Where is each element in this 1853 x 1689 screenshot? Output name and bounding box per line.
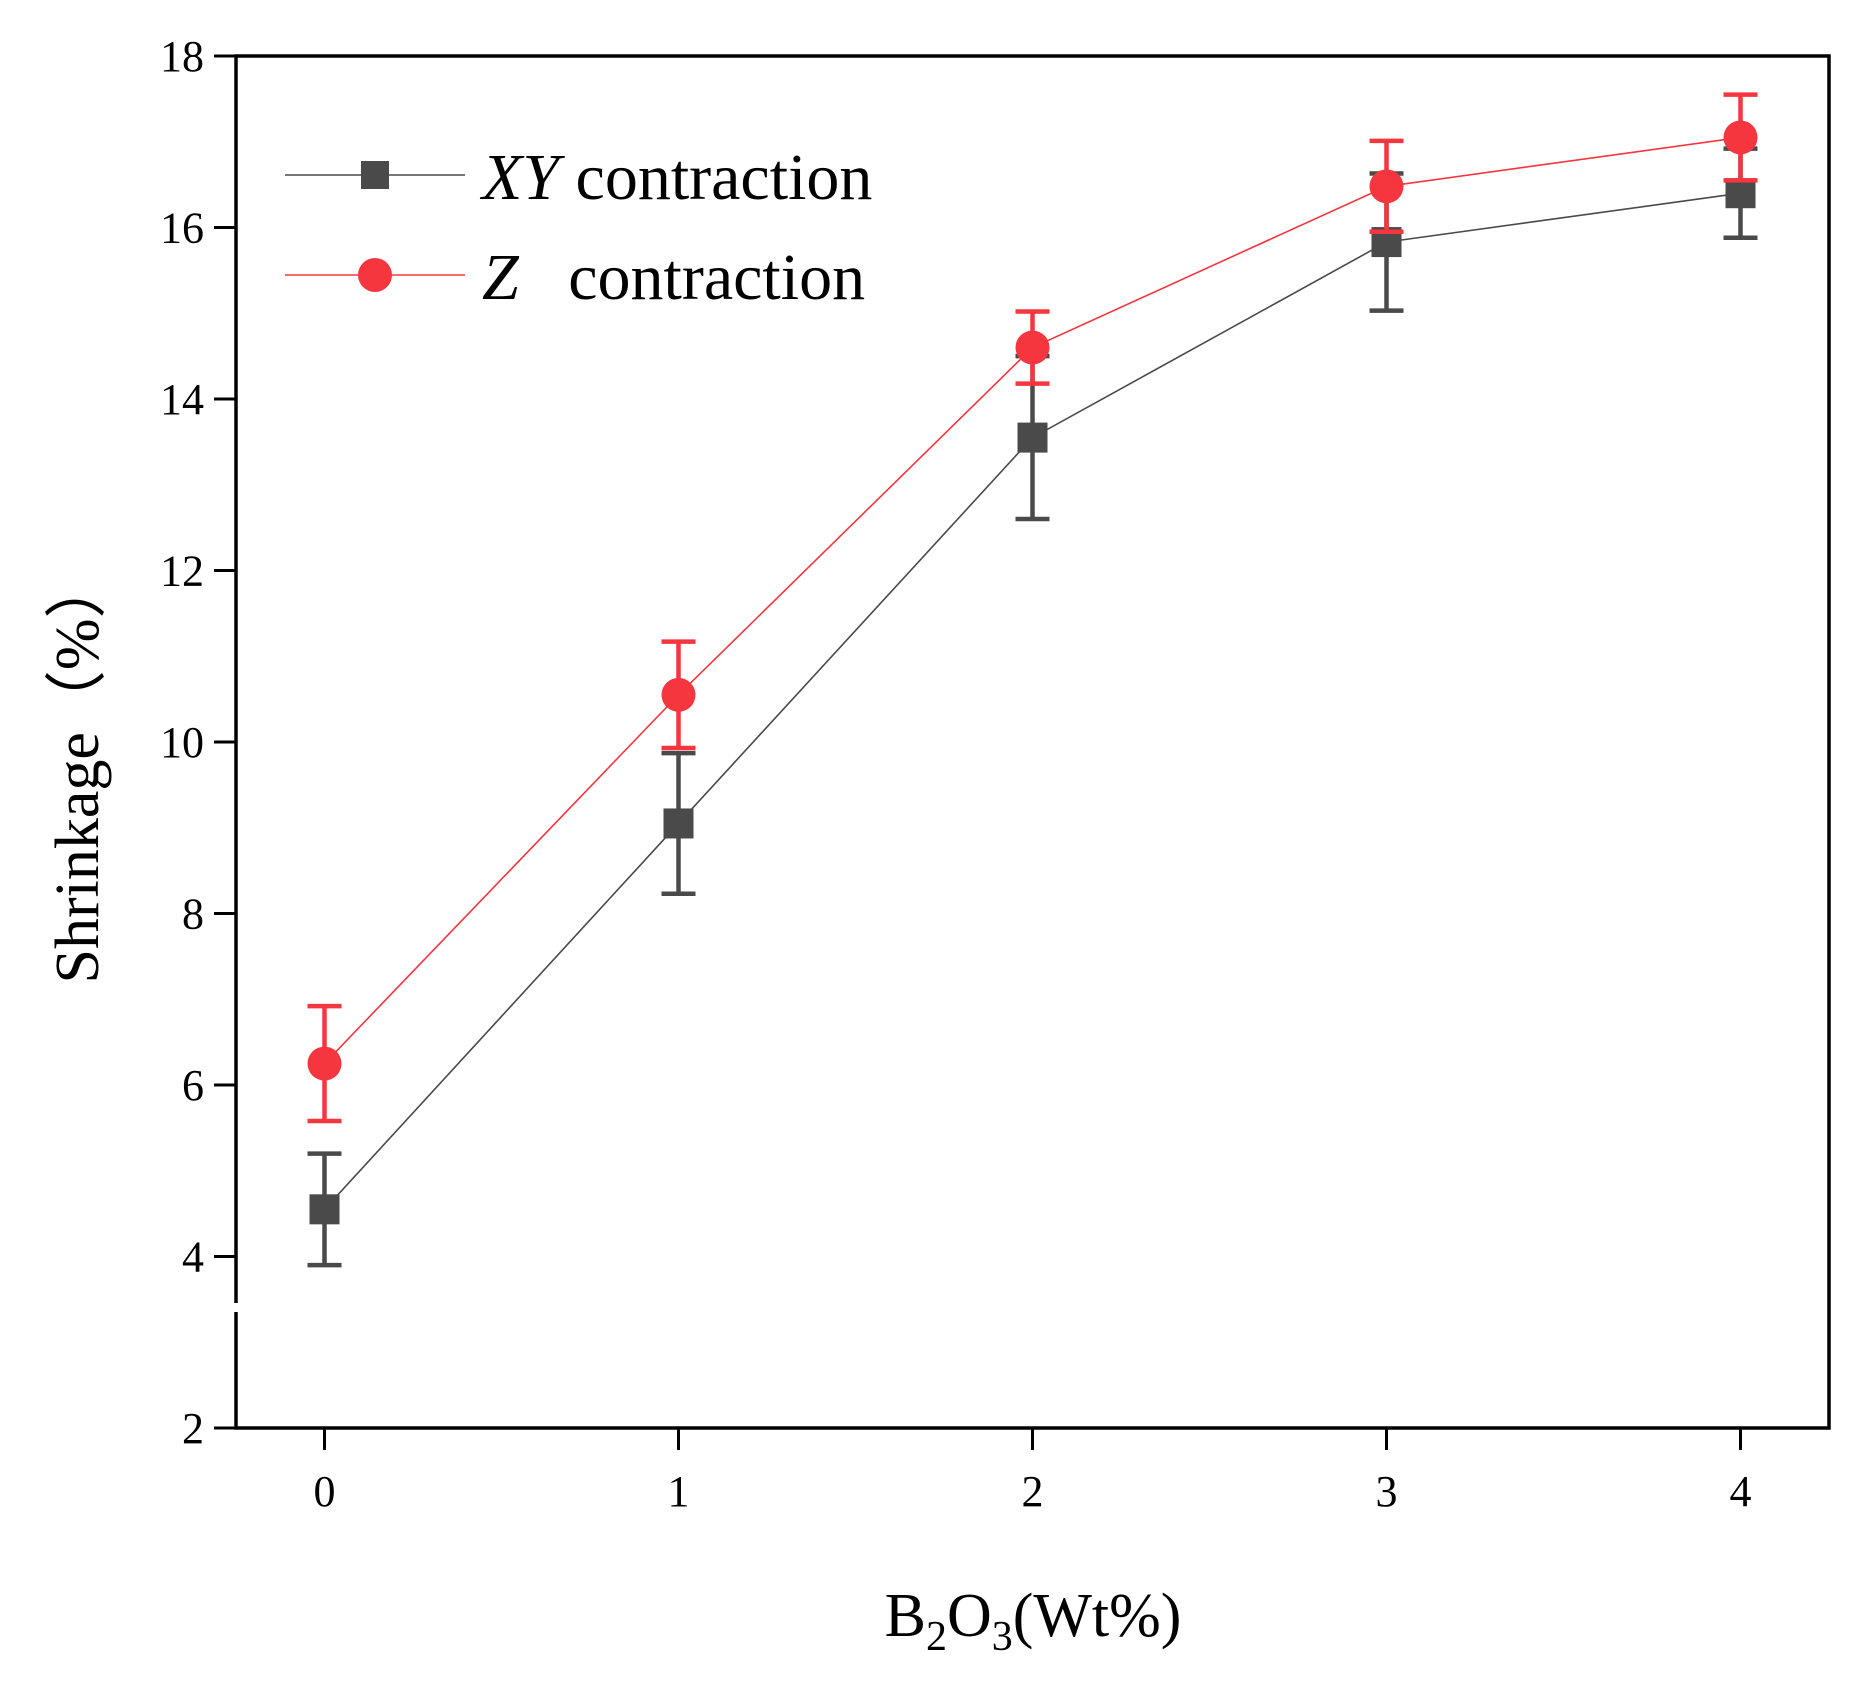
data-point: [661, 677, 696, 712]
axis-break: [230, 1303, 242, 1312]
data-point: [1015, 330, 1050, 365]
y-tick-label: 16: [160, 204, 204, 253]
legend-marker-xy: [361, 161, 389, 189]
y-tick-label: 8: [182, 890, 204, 939]
data-point: [1723, 120, 1758, 155]
x-tick-label: 2: [1022, 1467, 1044, 1516]
y-tick-label: 18: [160, 32, 204, 81]
y-axis-title: Shrinkage（%）: [44, 556, 112, 983]
x-tick-label: 3: [1376, 1467, 1398, 1516]
legend-label-z: Z contraction: [482, 241, 865, 314]
y-tick-label: 12: [160, 547, 204, 596]
data-point: [1725, 178, 1756, 209]
x-axis-title: B2O3(Wt%): [885, 1582, 1182, 1660]
y-tick-label: 14: [160, 375, 204, 424]
series-z: [307, 92, 1758, 1124]
data-point: [1369, 169, 1404, 204]
data-point: [309, 1194, 340, 1225]
x-tick-label: 1: [668, 1467, 690, 1516]
y-tick-label: 6: [182, 1061, 204, 1110]
legend-label-xy: XY contraction: [479, 141, 872, 214]
y-tick-label: 4: [182, 1233, 204, 1282]
data-point: [1017, 422, 1048, 453]
y-axis-ticks: 2 4 6 8 10 12 14 16 18: [160, 32, 236, 1453]
plot-frame: [234, 54, 1831, 1430]
x-tick-label: 4: [1730, 1467, 1752, 1516]
x-tick-label: 0: [314, 1467, 336, 1516]
legend-marker-z: [358, 258, 392, 292]
series-layer: [307, 92, 1758, 1268]
data-point: [307, 1046, 342, 1081]
data-point: [663, 808, 694, 839]
y-tick-label: 2: [182, 1404, 204, 1453]
y-tick-label: 10: [160, 718, 204, 767]
x-axis-ticks: 0 1 2 3 4: [314, 1428, 1752, 1516]
legend: XY contraction Z contraction: [285, 141, 872, 314]
